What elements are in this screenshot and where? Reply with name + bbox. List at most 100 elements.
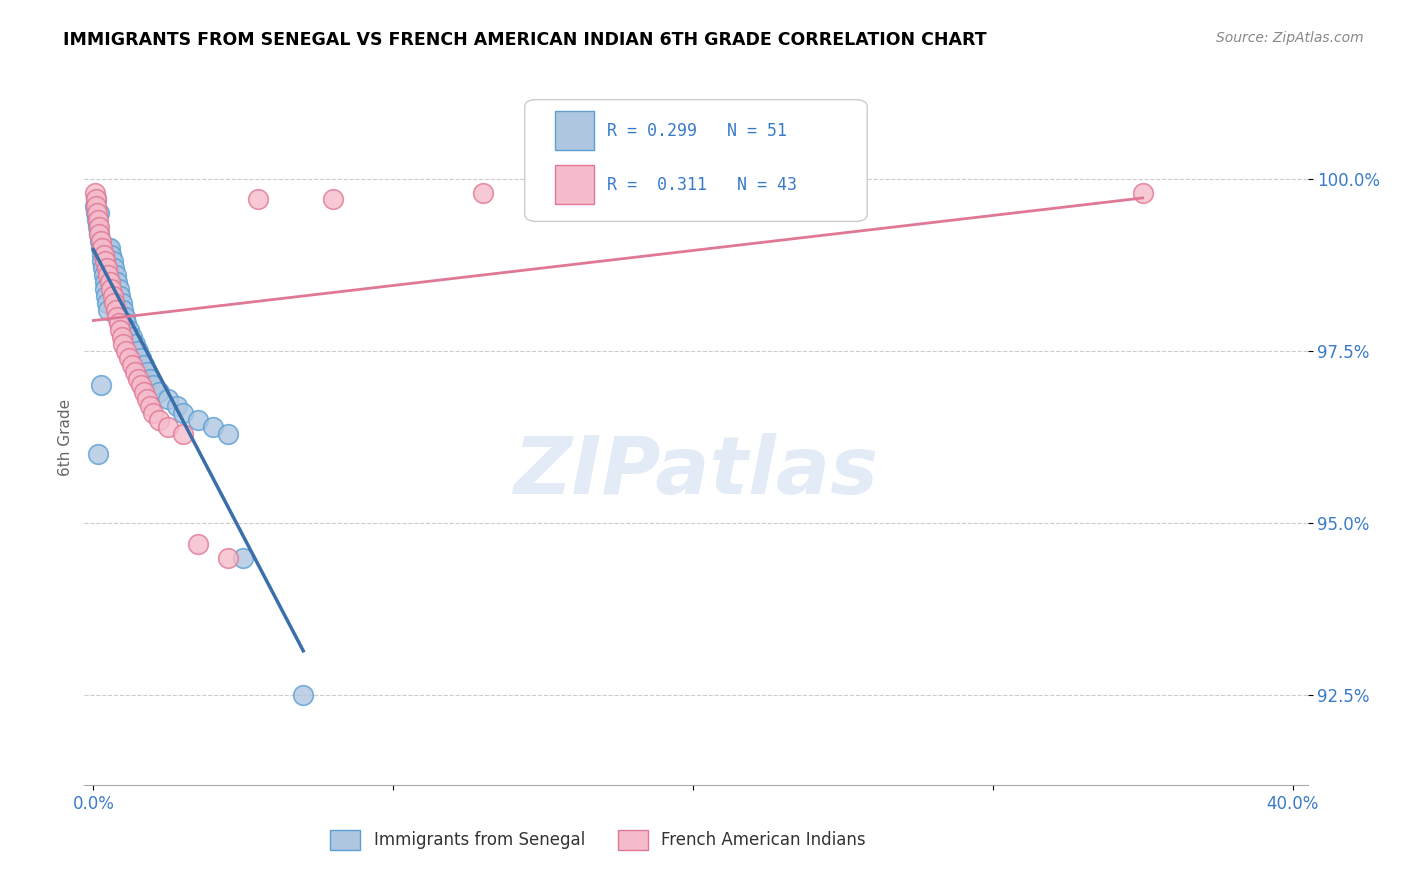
Bar <box>555 112 595 150</box>
Point <box>148 413 170 427</box>
Point <box>93 247 115 261</box>
Point <box>112 302 135 317</box>
Point <box>97 241 120 255</box>
Point <box>90 378 112 392</box>
Text: R = 0.299   N = 51: R = 0.299 N = 51 <box>606 122 787 140</box>
Point <box>89 234 111 248</box>
Point <box>134 385 156 400</box>
Point <box>104 268 127 283</box>
Point <box>115 317 138 331</box>
Point <box>86 213 108 227</box>
Point <box>108 317 131 331</box>
Point <box>131 378 153 392</box>
Point <box>127 371 149 385</box>
Point <box>97 302 120 317</box>
Point <box>187 413 209 427</box>
Point <box>187 537 209 551</box>
Point <box>84 193 107 207</box>
Point <box>89 227 111 241</box>
Point <box>112 337 135 351</box>
Point <box>103 295 125 310</box>
Point <box>98 241 121 255</box>
Point <box>104 302 127 317</box>
Point <box>87 447 110 461</box>
Point <box>86 199 108 213</box>
Point <box>217 426 239 441</box>
Point <box>83 186 105 200</box>
Point <box>136 392 159 407</box>
Point <box>87 219 110 234</box>
Y-axis label: 6th Grade: 6th Grade <box>58 399 73 475</box>
Point <box>157 419 180 434</box>
Legend: Immigrants from Senegal, French American Indians: Immigrants from Senegal, French American… <box>323 823 873 856</box>
Point <box>96 295 118 310</box>
Point <box>90 247 112 261</box>
Point <box>100 247 122 261</box>
Point <box>139 371 162 385</box>
Point <box>101 289 124 303</box>
Point <box>90 234 112 248</box>
Point <box>139 399 162 413</box>
Point <box>86 193 108 207</box>
Point <box>91 254 114 268</box>
Point <box>98 275 121 289</box>
Point <box>103 261 125 276</box>
Point <box>94 254 117 268</box>
Point <box>87 219 110 234</box>
Point <box>134 358 156 372</box>
Point <box>115 343 138 358</box>
Point <box>118 351 141 365</box>
Point <box>108 282 131 296</box>
Point <box>100 282 122 296</box>
Point <box>114 310 136 324</box>
Point <box>322 193 344 207</box>
Point <box>87 227 110 241</box>
Point <box>172 426 194 441</box>
Point <box>166 399 188 413</box>
Point <box>83 199 105 213</box>
Point <box>111 295 134 310</box>
Point <box>91 261 114 276</box>
Point <box>86 206 108 220</box>
Bar <box>555 165 595 203</box>
Point <box>136 365 159 379</box>
Point <box>111 330 134 344</box>
Point <box>87 213 110 227</box>
FancyBboxPatch shape <box>524 100 868 221</box>
Point <box>89 206 111 220</box>
Point <box>101 254 124 268</box>
Point <box>124 337 146 351</box>
Point <box>148 385 170 400</box>
Point <box>94 282 117 296</box>
Point <box>131 351 153 365</box>
Point <box>127 343 149 358</box>
Text: ZIPatlas: ZIPatlas <box>513 433 879 511</box>
Point <box>94 289 117 303</box>
Point <box>1132 186 1154 200</box>
Point <box>292 689 315 703</box>
Text: Source: ZipAtlas.com: Source: ZipAtlas.com <box>1216 31 1364 45</box>
Point <box>105 310 128 324</box>
Point <box>142 406 165 420</box>
Point <box>217 550 239 565</box>
Point <box>202 419 225 434</box>
Point <box>110 323 132 337</box>
Point <box>157 392 180 407</box>
Point <box>93 275 117 289</box>
Point <box>247 193 270 207</box>
Point <box>91 241 114 255</box>
Text: R =  0.311   N = 43: R = 0.311 N = 43 <box>606 176 797 194</box>
Point <box>472 186 495 200</box>
Point <box>682 186 704 200</box>
Point <box>142 378 165 392</box>
Point <box>96 261 118 276</box>
Point <box>232 550 254 565</box>
Point <box>121 330 143 344</box>
Point <box>105 275 128 289</box>
Point <box>121 358 143 372</box>
Point <box>97 268 120 283</box>
Point <box>90 241 112 255</box>
Text: IMMIGRANTS FROM SENEGAL VS FRENCH AMERICAN INDIAN 6TH GRADE CORRELATION CHART: IMMIGRANTS FROM SENEGAL VS FRENCH AMERIC… <box>63 31 987 49</box>
Point <box>110 289 132 303</box>
Point <box>124 365 146 379</box>
